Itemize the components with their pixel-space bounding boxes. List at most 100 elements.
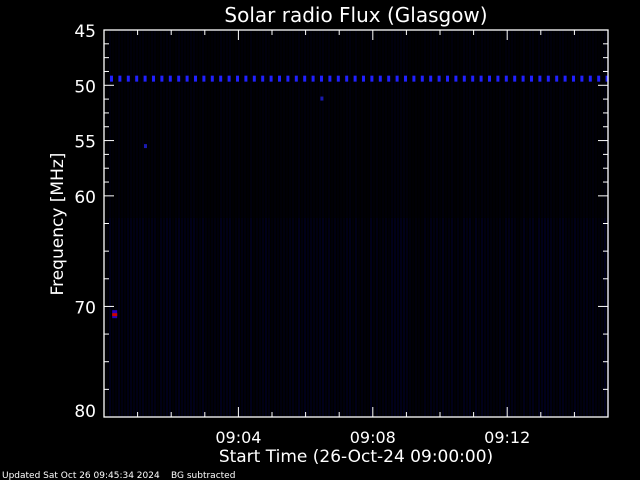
noise-column: [592, 217, 594, 417]
noise-column: [418, 30, 420, 218]
noise-column: [307, 217, 309, 417]
noise-column: [136, 217, 138, 417]
noise-column: [502, 217, 504, 417]
interference-dash: [118, 75, 122, 82]
interference-dash: [160, 75, 164, 82]
noise-column: [241, 217, 243, 417]
noise-column: [340, 217, 342, 417]
noise-column: [547, 30, 549, 218]
noise-column: [175, 30, 177, 218]
interference-dash: [580, 75, 584, 82]
bg-subtracted-note: BG subtracted: [171, 471, 235, 480]
noise-column: [556, 217, 558, 417]
noise-column: [346, 217, 348, 417]
interference-dash: [236, 75, 239, 82]
noise-column: [280, 30, 282, 218]
noise-column: [487, 30, 489, 218]
noise-column: [238, 30, 240, 218]
noise-column: [571, 30, 573, 218]
noise-column: [553, 217, 555, 417]
noise-column: [364, 30, 366, 218]
noise-column: [217, 217, 219, 417]
noise-column: [469, 30, 471, 218]
noise-column: [283, 30, 285, 218]
interference-dash: [378, 75, 382, 82]
noise-column: [181, 30, 183, 218]
noise-column: [439, 30, 441, 218]
noise-column: [424, 30, 426, 218]
noise-column: [250, 30, 252, 218]
interference-dash: [488, 75, 491, 82]
noise-column: [352, 30, 354, 218]
noise-column: [496, 30, 498, 218]
noise-column: [535, 30, 537, 218]
noise-column: [304, 217, 306, 417]
noise-column: [241, 30, 243, 218]
noise-column: [430, 30, 432, 218]
noise-column: [361, 217, 363, 417]
noise-column: [544, 30, 546, 218]
updated-timestamp: Updated Sat Oct 26 09:45:34 2024: [2, 471, 160, 480]
noise-column: [382, 217, 384, 417]
noise-column: [604, 30, 606, 218]
noise-column: [262, 30, 264, 218]
noise-column: [247, 30, 249, 218]
noise-column: [550, 30, 552, 218]
noise-column: [337, 217, 339, 417]
noise-column: [274, 217, 276, 417]
noise-column: [577, 30, 579, 218]
noise-column: [310, 217, 312, 417]
noise-column: [586, 30, 588, 218]
noise-column: [373, 217, 375, 417]
noise-column: [121, 30, 123, 218]
noise-column: [451, 30, 453, 218]
y-tick-label: 60: [74, 188, 96, 208]
interference-dash: [479, 75, 483, 82]
noise-column: [439, 217, 441, 417]
noise-column: [358, 217, 360, 417]
noise-column: [526, 217, 528, 417]
noise-column: [484, 30, 486, 218]
noise-column: [193, 217, 195, 417]
noise-column: [478, 217, 480, 417]
noise-column: [235, 30, 237, 218]
noise-column: [421, 30, 423, 218]
noise-column: [493, 217, 495, 417]
noise-column: [412, 217, 414, 417]
interference-dash: [370, 75, 374, 82]
noise-column: [277, 217, 279, 417]
noise-column: [595, 217, 597, 417]
interference-dash: [362, 75, 365, 82]
interference-dash: [210, 75, 214, 82]
noise-column: [328, 30, 330, 218]
feature-spot: [144, 144, 147, 149]
interference-dash: [412, 75, 416, 82]
noise-column: [406, 217, 408, 417]
noise-column: [559, 217, 561, 417]
noise-column: [145, 217, 147, 417]
interference-dash: [504, 75, 508, 82]
noise-column: [127, 30, 129, 218]
noise-column: [301, 30, 303, 218]
noise-column: [160, 217, 162, 417]
noise-column: [514, 217, 516, 417]
noise-column: [223, 30, 225, 218]
noise-column: [388, 217, 390, 417]
noise-column: [112, 30, 114, 218]
noise-column: [316, 217, 318, 417]
noise-column: [106, 217, 108, 417]
noise-column: [403, 30, 405, 218]
noise-column: [343, 217, 345, 417]
noise-column: [571, 217, 573, 417]
noise-column: [313, 217, 315, 417]
noise-column: [295, 30, 297, 218]
noise-column: [292, 30, 294, 218]
noise-column: [409, 217, 411, 417]
noise-column: [490, 30, 492, 218]
noise-column: [355, 30, 357, 218]
noise-column: [418, 217, 420, 417]
noise-column: [220, 30, 222, 218]
interference-dash: [404, 75, 407, 82]
noise-column: [526, 30, 528, 218]
interference-dash: [126, 75, 130, 82]
